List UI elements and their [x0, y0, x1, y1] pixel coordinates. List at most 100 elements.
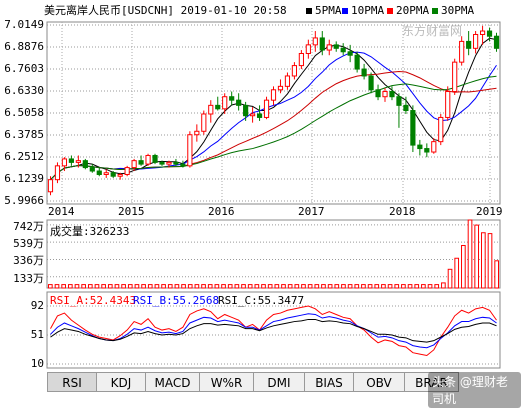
y-tick-label: 6.8876 [4, 40, 44, 53]
legend-label: 5PMA [315, 4, 342, 17]
tab-brar[interactable]: BRAR [404, 372, 459, 392]
ma-legend-item: 10PMA [342, 4, 384, 18]
candle-down [159, 161, 165, 165]
candle-down [110, 172, 116, 177]
volume-bar [261, 284, 266, 289]
candle-up [298, 53, 304, 67]
candle-up [459, 40, 465, 63]
candle-up [103, 172, 109, 175]
candle-up [382, 91, 388, 98]
legend-label: 30PMA [441, 4, 475, 17]
volume-bar [94, 284, 100, 289]
ma5-line [50, 37, 497, 181]
volume-bar [107, 284, 113, 289]
legend-swatch [432, 7, 438, 14]
site-watermark: 东方财富网 [402, 24, 463, 38]
candle-up [131, 160, 137, 169]
candle-down [319, 37, 325, 51]
volume-bar [347, 284, 353, 289]
volume-y-tick: 539万 [13, 237, 44, 251]
volume-bar [47, 284, 53, 289]
rsi-panel-frame [46, 291, 501, 369]
volume-bar [174, 284, 180, 289]
volume-bar [221, 284, 226, 289]
candle-down [389, 91, 395, 98]
candle-down [96, 170, 102, 175]
y-tick-label: 6.5058 [4, 105, 44, 119]
candle-up [75, 160, 81, 163]
volume-bar [167, 284, 173, 289]
tab-dmi[interactable]: DMI [253, 372, 305, 392]
candle-up [194, 130, 200, 136]
candle-down [82, 160, 88, 169]
volume-bar [281, 284, 286, 289]
ma-legend-item: 5PMA [306, 4, 342, 18]
volume-bar [147, 284, 153, 289]
volume-y-tick: 336万 [13, 254, 44, 268]
candle-up [326, 44, 332, 51]
candle-up [270, 89, 277, 101]
x-tick-label: 2015 [118, 205, 145, 218]
volume-bar [254, 284, 260, 289]
volume-bar [274, 284, 280, 289]
candle-up [277, 85, 284, 91]
candle-down [333, 44, 339, 49]
volume-bar [61, 284, 66, 289]
volume-bar [474, 224, 480, 289]
tab-macd[interactable]: MACD [145, 372, 200, 392]
volume-bar [121, 284, 126, 289]
ma10-line [50, 51, 497, 181]
y-tick-label: 7.0149 [4, 18, 44, 31]
candle-down [375, 89, 381, 98]
author-watermark: 头条 @理财老司机 [428, 372, 521, 408]
volume-bar [407, 284, 413, 289]
tab-bias[interactable]: BIAS [304, 372, 354, 392]
volume-bar [141, 284, 146, 289]
rsi-y-tick: 51 [30, 328, 44, 341]
volume-bar [267, 284, 273, 289]
volume-bar [187, 284, 193, 289]
legend-label: 10PMA [351, 4, 385, 17]
candle-up [291, 65, 297, 77]
candle-down [173, 161, 179, 165]
volume-bar [341, 284, 346, 289]
candle-up [250, 113, 256, 117]
candle-down [396, 96, 402, 106]
volume-bar [234, 284, 240, 289]
volume-bar [494, 260, 500, 289]
volume-bar [207, 284, 213, 289]
candle-down [466, 40, 472, 49]
volume-bar [314, 284, 320, 289]
candle-up [124, 167, 130, 175]
volume-bar [394, 284, 400, 289]
tab-wpctr[interactable]: W%R [199, 372, 254, 392]
candle-down [417, 144, 423, 150]
volume-bar [447, 268, 453, 289]
candle-down [68, 158, 74, 163]
candle-up [54, 165, 61, 181]
volume-bar [441, 282, 446, 289]
volume-bar [381, 284, 386, 289]
volume-bar [421, 284, 426, 289]
candle-up [284, 75, 291, 87]
candle-up [452, 61, 458, 93]
legend-swatch [342, 7, 348, 14]
volume-bar [434, 284, 440, 289]
volume-bar [181, 284, 186, 289]
tab-rsi[interactable]: RSI [47, 372, 97, 392]
volume-bar [294, 284, 300, 289]
volume-bar [194, 284, 200, 289]
rsi-a-label: RSI_A:52.4343 [50, 294, 137, 307]
tab-kdj[interactable]: KDJ [96, 372, 146, 392]
volume-bar [321, 284, 326, 289]
volume-bar [427, 284, 433, 289]
candle-down [243, 104, 249, 117]
volume-panel-frame [46, 219, 501, 289]
candle-up [431, 141, 437, 153]
volume-bar [327, 284, 333, 289]
tab-obv[interactable]: OBV [353, 372, 405, 392]
volume-bar [74, 284, 80, 289]
candle-up [187, 134, 193, 167]
volume-label: 成交量:326233 [50, 225, 130, 238]
